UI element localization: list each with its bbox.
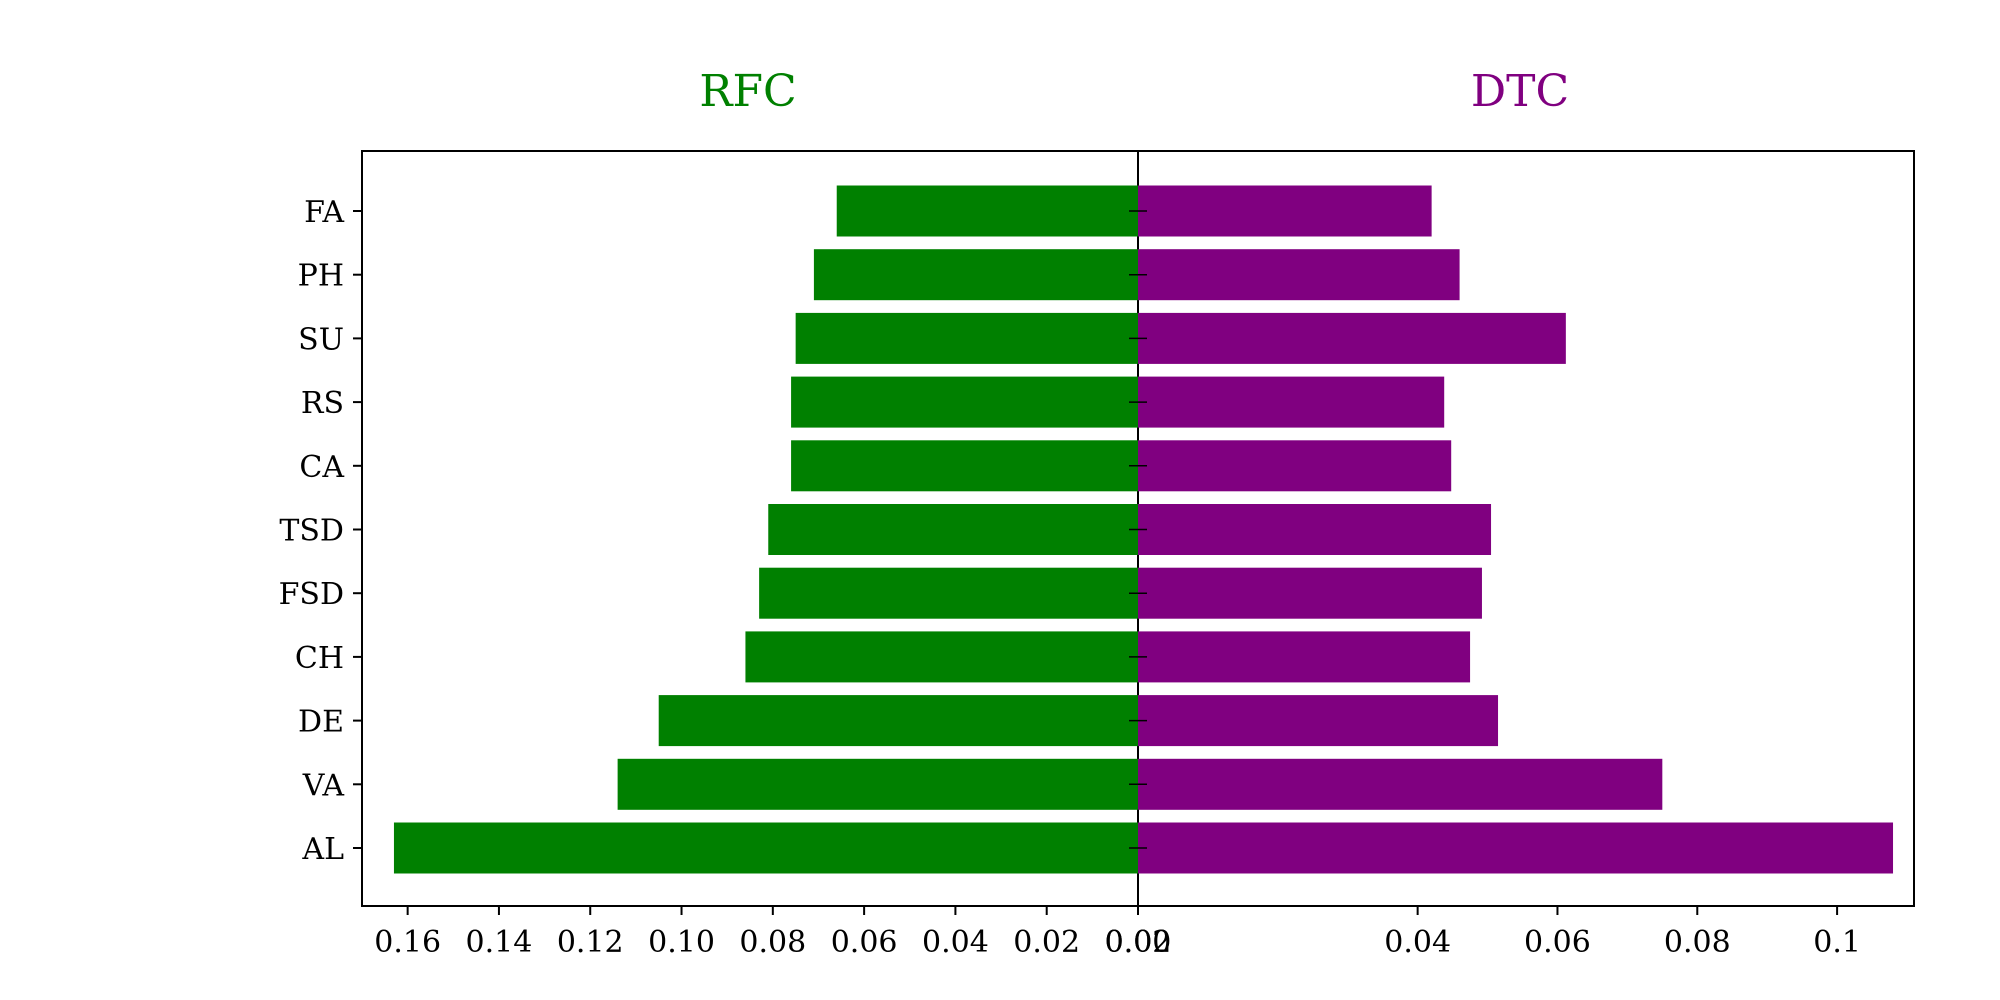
y-tick-label-rs: RS [301, 386, 344, 421]
y-tick-label-ph: PH [298, 259, 344, 294]
rfc-bars [393, 185, 1138, 874]
rfc-title: RFC [699, 66, 796, 117]
rfc-x-tick-label: 0.06 [831, 925, 898, 960]
y-tick-label-ch: CH [295, 641, 344, 676]
rfc-x-tick-label: 0.02 [1013, 925, 1080, 960]
y-tick-label-de: DE [298, 705, 344, 740]
rfc-x-tick-label: 0.10 [648, 925, 715, 960]
rfc-bar-va [617, 758, 1138, 810]
dtc-title: DTC [1471, 66, 1569, 117]
rfc-x-tick-label: 0.08 [739, 925, 806, 960]
dtc-bar-ca [1138, 440, 1452, 492]
rfc-x-axis-ticks: 0.16 0.14 0.12 0.10 0.08 0.06 0.04 0.02 0.00 [374, 906, 1171, 960]
dtc-x-tick-label: 0.08 [1664, 925, 1731, 960]
y-tick-label-tsd: TSD [279, 514, 344, 549]
rfc-bar-al [393, 822, 1138, 874]
dtc-bars [1138, 185, 1894, 874]
rfc-bar-su [795, 312, 1138, 364]
dtc-bar-fsd [1138, 567, 1482, 619]
dtc-bar-ch [1138, 631, 1471, 683]
rfc-bar-tsd [768, 504, 1138, 555]
rfc-bar-ph [813, 249, 1138, 301]
rfc-bar-de [658, 695, 1138, 747]
dtc-x-tick-label: 0.1 [1813, 925, 1861, 960]
y-tick-label-al: AL [301, 832, 344, 867]
dtc-x-tick-label: 0.06 [1524, 925, 1591, 960]
rfc-bar-ca [791, 440, 1138, 492]
rfc-x-tick-label: 0.14 [466, 925, 533, 960]
dtc-x-tick-label: 0.04 [1384, 925, 1451, 960]
rfc-x-tick-label: 0.12 [557, 925, 624, 960]
rfc-bar-ch [745, 631, 1138, 683]
y-tick-label-va: VA [302, 768, 345, 803]
dtc-bar-su [1138, 312, 1566, 364]
dtc-bar-va [1138, 758, 1663, 810]
rfc-x-tick-label: 0.04 [922, 925, 989, 960]
y-tick-label-fsd: FSD [279, 577, 344, 612]
rfc-x-tick-label: 0.16 [374, 925, 441, 960]
rfc-x-tick-label: 0.00 [1105, 925, 1172, 960]
dtc-x-tick-label: 0.02 [1105, 925, 1172, 960]
dtc-x-axis-ticks: 0.02 0.04 0.06 0.08 0.1 [1105, 906, 1861, 960]
dtc-bar-rs [1138, 376, 1445, 428]
rfc-bar-fsd [759, 567, 1138, 619]
rfc-bar-fa [836, 185, 1138, 237]
dtc-bar-tsd [1138, 504, 1492, 555]
rfc-bar-rs [791, 376, 1138, 428]
dtc-bar-de [1138, 695, 1499, 747]
dtc-bar-al [1138, 822, 1894, 874]
y-tick-label-su: SU [298, 322, 344, 357]
y-axis-ticks: AL VA DE CH FSD TSD CA RS SU PH FA [279, 195, 1147, 867]
y-tick-label-ca: CA [299, 450, 344, 485]
dtc-bar-fa [1138, 185, 1432, 237]
y-tick-label-fa: FA [304, 195, 344, 230]
dtc-bar-ph [1138, 249, 1460, 301]
